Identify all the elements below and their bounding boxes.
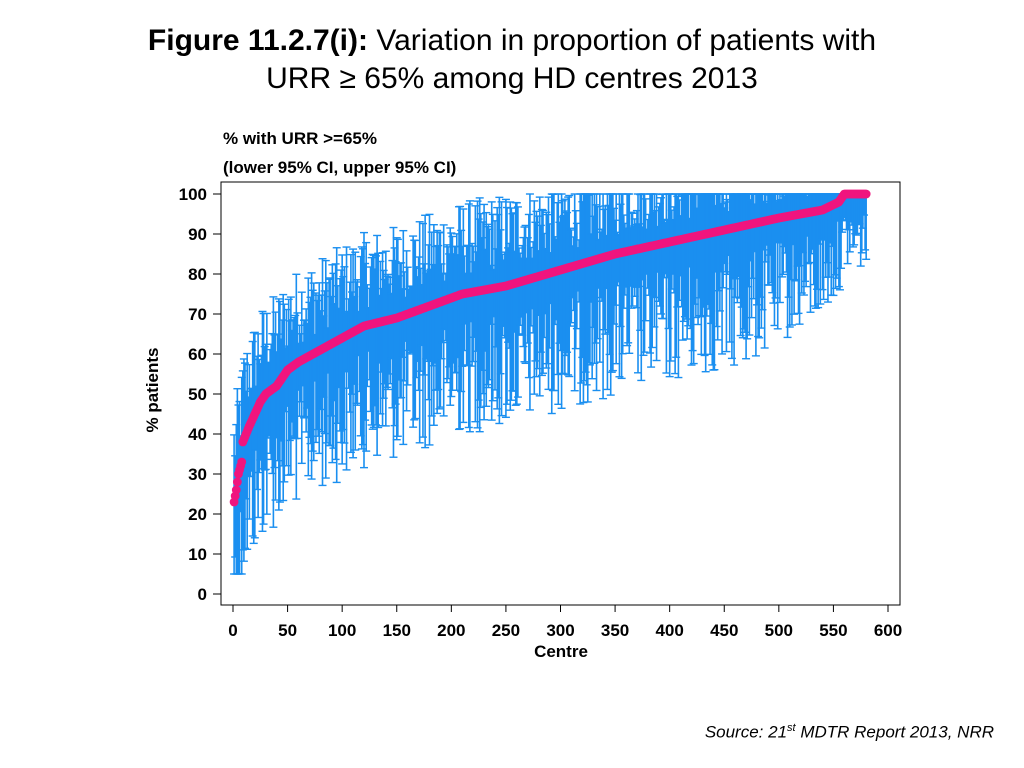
y-tick-label: 100 (179, 185, 207, 204)
x-tick-label: 0 (228, 621, 237, 640)
x-tick-label: 500 (765, 621, 793, 640)
data-points (229, 189, 871, 507)
data-point (232, 477, 242, 487)
figure-title-line-1: Figure 11.2.7(i): Variation in proportio… (0, 22, 1024, 60)
data-point (861, 189, 871, 199)
source-suffix: MDTR Report 2013, NRR (795, 722, 994, 742)
x-tick-label: 50 (278, 621, 297, 640)
figure-title: Figure 11.2.7(i): Variation in proportio… (0, 22, 1024, 98)
data-point (231, 485, 241, 495)
x-tick-label: 350 (601, 621, 629, 640)
x-axis: 0 50 100 150 200 250 300 350 400 450 500 550 600 (228, 604, 902, 640)
y-tick-label: 40 (188, 425, 207, 444)
y-tick-label: 90 (188, 225, 207, 244)
y-axis: 0 10 20 30 40 50 60 70 80 90 100 (179, 185, 222, 604)
y-tick-label: 10 (188, 545, 207, 564)
y-tick-label: 80 (188, 265, 207, 284)
figure-title-text: Variation in proportion of patients with (376, 24, 877, 57)
ci-bars (230, 193, 871, 575)
x-tick-label: 600 (874, 621, 902, 640)
x-tick-label: 400 (655, 621, 683, 640)
x-tick-label: 300 (546, 621, 574, 640)
source-superscript: st (787, 722, 796, 734)
x-tick-label: 200 (437, 621, 465, 640)
y-tick-label: 60 (188, 345, 207, 364)
source-prefix: Source: 21 (704, 722, 788, 742)
legend-line-2: (lower 95% CI, upper 95% CI) (223, 158, 456, 177)
y-tick-label: 70 (188, 305, 207, 324)
x-tick-label: 250 (492, 621, 520, 640)
y-tick-label: 20 (188, 505, 207, 524)
y-tick-label: 0 (198, 585, 207, 604)
data-point (237, 457, 247, 467)
x-axis-label: Centre (534, 642, 588, 661)
x-tick-label: 100 (328, 621, 356, 640)
x-tick-label: 150 (383, 621, 411, 640)
source-note: Source: 21st MDTR Report 2013, NRR (705, 722, 994, 743)
x-tick-label: 450 (710, 621, 738, 640)
x-tick-label: 550 (819, 621, 847, 640)
legend-line-1: % with URR >=65% (223, 129, 377, 148)
y-tick-label: 50 (188, 385, 207, 404)
y-axis-label: % patients (143, 347, 162, 432)
y-tick-label: 30 (188, 465, 207, 484)
figure-title-line-2: URR ≥ 65% among HD centres 2013 (266, 62, 758, 95)
figure-label: Figure 11.2.7(i): (147, 24, 368, 57)
